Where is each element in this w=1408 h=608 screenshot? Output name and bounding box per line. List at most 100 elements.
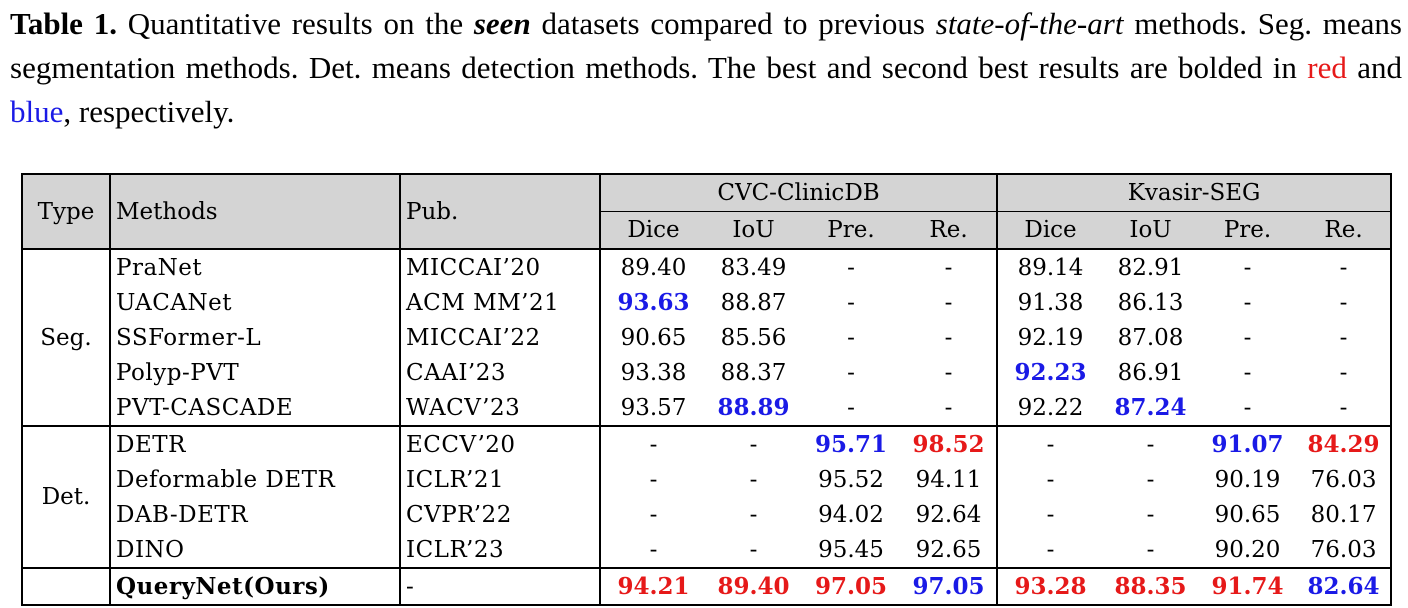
cell-value-best: 94.21 bbox=[600, 568, 706, 606]
cell-value: - bbox=[1146, 466, 1155, 493]
cell-value-best: 93.28 bbox=[997, 568, 1104, 606]
cell-value: - bbox=[1297, 355, 1393, 390]
header-metric: IoU bbox=[706, 211, 801, 250]
cell-value: 94.02 bbox=[818, 501, 884, 528]
cell-value: - bbox=[901, 320, 999, 355]
cell-value: 80.17 bbox=[1297, 497, 1393, 532]
header-cvc-clinicdb: CVC-ClinicDB bbox=[600, 173, 999, 212]
cell-value: 95.52 bbox=[818, 466, 884, 493]
cell-value: - bbox=[1146, 501, 1155, 528]
table-row: PVT-CASCADE WACV’23 93.57 88.89 - - 92.2… bbox=[22, 390, 1393, 427]
cell-value: - bbox=[901, 355, 999, 390]
header-metric: Dice bbox=[997, 211, 1104, 250]
cell-value: - bbox=[600, 532, 706, 569]
cell-value: 85.56 bbox=[720, 324, 787, 351]
table-caption: Table 1. Quantitative results on the see… bbox=[10, 2, 1402, 134]
cell-value: 92.65 bbox=[901, 532, 999, 569]
cell-value: 76.03 bbox=[1297, 532, 1393, 569]
table-row: UACANet ACM MM’21 93.63 88.87 - - 91.38 … bbox=[22, 285, 1393, 320]
cell-value-best: 84.29 bbox=[1297, 426, 1393, 462]
cell-value: - bbox=[901, 390, 999, 427]
cell-value: 89.40 bbox=[620, 254, 687, 281]
cell-value: 76.03 bbox=[1297, 462, 1393, 497]
cell-value-second-best: 91.07 bbox=[1211, 431, 1284, 458]
method-name: UACANet bbox=[110, 285, 401, 320]
cell-value: - bbox=[1243, 289, 1252, 316]
cell-value: 90.19 bbox=[1214, 466, 1281, 493]
table-row: DAB-DETR CVPR’22 - - 94.02 92.64 - - 90.… bbox=[22, 497, 1393, 532]
pub-venue: - bbox=[400, 568, 601, 606]
cell-value: - bbox=[1046, 466, 1055, 493]
cell-value: - bbox=[997, 532, 1104, 569]
group-label-det: Det. bbox=[21, 426, 111, 569]
caption-red-word: red bbox=[1307, 50, 1347, 85]
cell-value: 91.38 bbox=[1017, 289, 1084, 316]
method-name: Polyp-PVT bbox=[110, 355, 401, 390]
cell-value: - bbox=[1198, 390, 1298, 427]
caption-text: datasets compared to previous bbox=[530, 6, 936, 41]
cell-value: 89.14 bbox=[1017, 254, 1084, 281]
method-name: DAB-DETR bbox=[110, 497, 401, 532]
header-metric: Pre. bbox=[1198, 211, 1298, 250]
cell-value-best: 89.40 bbox=[706, 568, 801, 606]
cell-value: 90.20 bbox=[1198, 532, 1298, 569]
cell-value: 87.08 bbox=[1117, 324, 1184, 351]
cell-value-best: 97.05 bbox=[801, 568, 901, 606]
pub-venue: ICLR’21 bbox=[400, 462, 601, 497]
cell-value: - bbox=[1046, 501, 1055, 528]
cell-value: 95.45 bbox=[801, 532, 901, 569]
cell-value: 90.65 bbox=[620, 324, 687, 351]
header-metric: Dice bbox=[600, 211, 706, 250]
cell-value-second-best: 95.71 bbox=[814, 431, 888, 458]
caption-text: methods. Seg. means segmentation methods… bbox=[10, 6, 1402, 85]
header-metric: IoU bbox=[1103, 211, 1199, 250]
caption-text: , respectively. bbox=[63, 94, 235, 129]
cell-value: - bbox=[901, 285, 999, 320]
cell-value-second-best: 82.64 bbox=[1297, 568, 1393, 606]
cell-value: - bbox=[649, 431, 658, 458]
pub-venue: WACV’23 bbox=[400, 390, 601, 427]
cell-value: - bbox=[847, 289, 855, 316]
method-name: DINO bbox=[110, 532, 401, 569]
cell-value: - bbox=[847, 359, 855, 386]
cell-value: 90.65 bbox=[1214, 501, 1281, 528]
pub-venue: ACM MM’21 bbox=[400, 285, 601, 320]
table-row-ours: QueryNet(Ours) - 94.21 89.40 97.05 97.05… bbox=[21, 568, 1393, 606]
header-metric: Pre. bbox=[801, 211, 901, 250]
cell-value-second-best: 88.89 bbox=[706, 390, 801, 427]
pub-venue: ECCV’20 bbox=[400, 426, 601, 462]
cell-value: - bbox=[1297, 320, 1393, 355]
pub-venue: CVPR’22 bbox=[400, 497, 601, 532]
cell-value: - bbox=[649, 501, 658, 528]
method-name: PraNet bbox=[110, 249, 401, 285]
cell-value: - bbox=[901, 249, 999, 285]
cell-value: 86.91 bbox=[1117, 359, 1184, 386]
pub-venue: ICLR’23 bbox=[400, 532, 601, 569]
cell-value: - bbox=[1243, 254, 1252, 281]
caption-text: and bbox=[1346, 50, 1402, 85]
cell-value: 93.38 bbox=[620, 359, 687, 386]
caption-blue-word: blue bbox=[10, 94, 64, 129]
cell-value: - bbox=[649, 466, 658, 493]
cell-value: - bbox=[1146, 431, 1155, 458]
table-row: Det. DETR ECCV’20 - - 95.71 98.52 - - 91… bbox=[21, 426, 1393, 569]
method-name: SSFormer-L bbox=[110, 320, 401, 355]
cell-value-best: 88.35 bbox=[1103, 568, 1199, 606]
cell-value: - bbox=[1297, 390, 1393, 427]
pub-venue: MICCAI’22 bbox=[400, 320, 601, 355]
caption-sota: state-of-the-art bbox=[935, 6, 1124, 41]
cell-value-second-best: 92.23 bbox=[1014, 359, 1087, 386]
caption-text: Quantitative results on the bbox=[116, 6, 474, 41]
header-metric: Re. bbox=[1297, 211, 1393, 250]
cell-value: 92.19 bbox=[1017, 324, 1084, 351]
pub-venue: MICCAI’20 bbox=[400, 249, 601, 285]
cell-value: 83.49 bbox=[720, 254, 787, 281]
table-row: SSFormer-L MICCAI’22 90.65 85.56 - - 92.… bbox=[22, 320, 1393, 355]
header-type: Type bbox=[21, 173, 111, 250]
results-table: Type Methods Pub. CVC-ClinicDB Kvasir-SE… bbox=[21, 173, 1393, 606]
cell-value-second-best: 87.24 bbox=[1103, 390, 1199, 427]
cell-value: 88.37 bbox=[720, 359, 787, 386]
table-row: Deformable DETR ICLR’21 - - 95.52 94.11 … bbox=[22, 462, 1393, 497]
cell-value: - bbox=[1046, 431, 1055, 458]
cell-value: - bbox=[706, 532, 801, 569]
